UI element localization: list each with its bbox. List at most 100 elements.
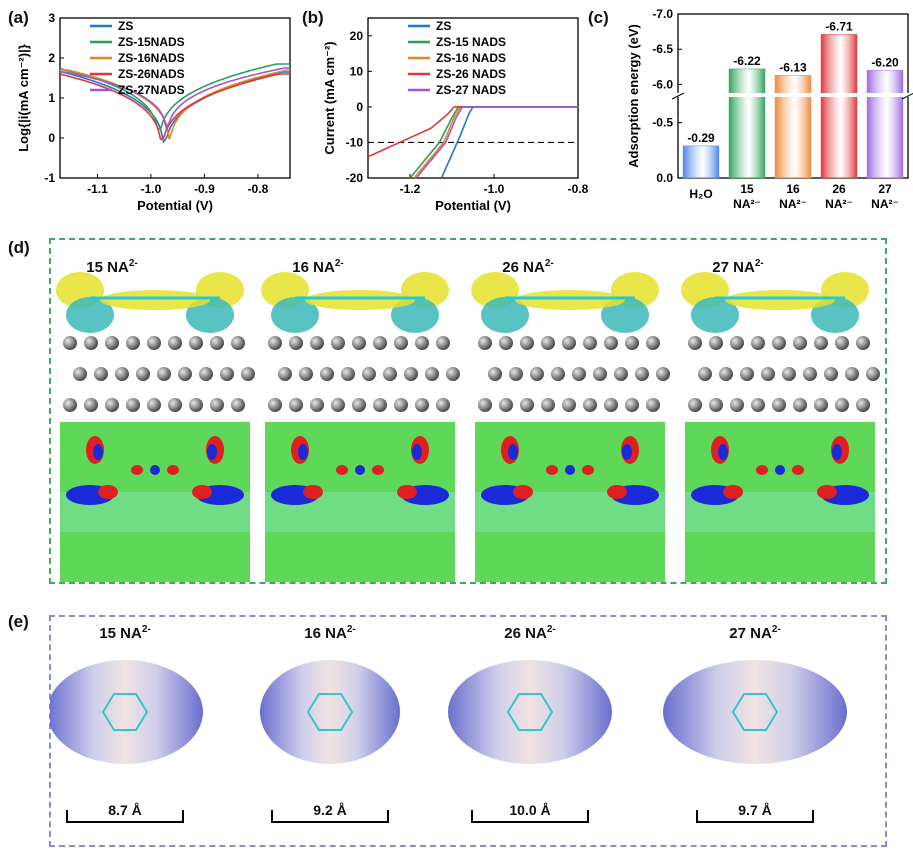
zn-atom bbox=[541, 398, 555, 412]
y-tick-label: 0.0 bbox=[656, 171, 673, 185]
zn-atom bbox=[646, 398, 660, 412]
x-axis-title: Potential (V) bbox=[435, 198, 511, 213]
series-line-zs bbox=[59, 71, 290, 144]
legend-entry: ZS bbox=[436, 19, 451, 33]
zn-atom bbox=[105, 336, 119, 350]
structure-title: 16 NA2- bbox=[248, 258, 388, 276]
zn-atom bbox=[646, 336, 660, 350]
density-spot bbox=[98, 485, 118, 499]
zn-atom bbox=[415, 398, 429, 412]
charge-density-images bbox=[56, 272, 880, 582]
zn-atom bbox=[157, 367, 171, 381]
bar bbox=[682, 145, 720, 179]
zn-atom bbox=[268, 398, 282, 412]
x-tick-label: -0.9 bbox=[194, 182, 215, 196]
zn-atom bbox=[583, 336, 597, 350]
zn-atom bbox=[656, 367, 670, 381]
title-text: 27 NA bbox=[712, 259, 755, 276]
esp-title: 27 NA2- bbox=[685, 624, 825, 642]
zn-atom bbox=[436, 336, 450, 350]
zn-atom bbox=[84, 336, 98, 350]
zn-atom bbox=[189, 336, 203, 350]
zn-atom bbox=[199, 367, 213, 381]
bar-value-label: -6.13 bbox=[779, 60, 807, 74]
zn-atom bbox=[105, 398, 119, 412]
density-spot bbox=[336, 465, 348, 475]
zn-atom bbox=[709, 398, 723, 412]
zn-atom bbox=[168, 398, 182, 412]
bar bbox=[866, 70, 904, 179]
density-spot bbox=[207, 444, 217, 460]
charge-lobe bbox=[725, 290, 835, 310]
density-spot bbox=[756, 465, 768, 475]
y-tick-label: -10 bbox=[346, 135, 364, 149]
charge-lobe bbox=[691, 297, 739, 333]
zn-atom bbox=[782, 367, 796, 381]
zn-atom bbox=[562, 336, 576, 350]
zn-atom bbox=[824, 367, 838, 381]
zn-atom bbox=[562, 398, 576, 412]
zn-atom bbox=[803, 367, 817, 381]
zn-atom bbox=[268, 336, 282, 350]
esp-surface bbox=[260, 660, 400, 764]
density-spot bbox=[298, 444, 308, 460]
charge-lobe bbox=[100, 290, 210, 310]
scale-label: 10.0 Å bbox=[509, 802, 551, 818]
zn-atom bbox=[404, 367, 418, 381]
zn-atom bbox=[604, 398, 618, 412]
benzene-ring bbox=[731, 693, 779, 731]
structure-title: 26 NA2- bbox=[458, 258, 598, 276]
legend-entry: ZS-15 NADS bbox=[436, 35, 506, 49]
bar-value-label: -6.22 bbox=[733, 54, 761, 68]
zn-atom bbox=[814, 398, 828, 412]
zn-atom bbox=[446, 367, 460, 381]
zn-atom bbox=[425, 367, 439, 381]
scale-label: 9.7 Å bbox=[738, 802, 772, 818]
zn-atom bbox=[509, 367, 523, 381]
x-tick-label: -1.2 bbox=[400, 182, 421, 196]
density-spot bbox=[775, 465, 785, 475]
category-label-unit: NA²⁻ bbox=[779, 197, 807, 211]
plot-frame bbox=[367, 17, 579, 179]
title-text: 15 NA bbox=[86, 259, 129, 276]
adsorption-energy-chart: 0.0 -0.5 -6.0 -6.5 -7.0 Adsorption energy (eV… bbox=[626, 7, 913, 211]
zn-atom bbox=[478, 336, 492, 350]
zn-atom bbox=[845, 367, 859, 381]
density-spot bbox=[723, 485, 743, 499]
category-label-unit: NA²⁻ bbox=[733, 197, 761, 211]
zn-atom bbox=[310, 398, 324, 412]
zn-atom bbox=[373, 336, 387, 350]
zn-atom bbox=[210, 336, 224, 350]
zn-atom bbox=[383, 367, 397, 381]
panel-label-d: (d) bbox=[8, 238, 30, 257]
zn-atom bbox=[488, 367, 502, 381]
y-tick-label: 10 bbox=[350, 64, 364, 78]
esp-images bbox=[50, 660, 847, 823]
y-tick-label: -20 bbox=[346, 171, 364, 185]
title-text: 16 NA bbox=[304, 625, 347, 642]
zn-atom bbox=[761, 367, 775, 381]
density-spot bbox=[355, 465, 365, 475]
zn-atom bbox=[688, 398, 702, 412]
zn-atom bbox=[241, 367, 255, 381]
charge-lobe bbox=[305, 290, 415, 310]
zn-atom bbox=[856, 398, 870, 412]
legend-entry: ZS bbox=[118, 19, 133, 33]
charge-lobe bbox=[66, 297, 114, 333]
zn-atom bbox=[147, 398, 161, 412]
category-label: 16 bbox=[786, 182, 800, 196]
title-text: 27 NA bbox=[729, 625, 772, 642]
zn-atom bbox=[331, 336, 345, 350]
density-spot bbox=[792, 465, 804, 475]
zn-atom bbox=[751, 398, 765, 412]
category-label: 27 bbox=[878, 182, 892, 196]
y-tick-label: 2 bbox=[48, 51, 55, 65]
y-tick-label: -1 bbox=[44, 171, 55, 185]
legend-entry: ZS-15NADS bbox=[118, 35, 185, 49]
y-axis-title: Current (mA cm⁻²) bbox=[322, 41, 337, 154]
title-superscript: 2- bbox=[546, 624, 556, 635]
bar bbox=[774, 75, 812, 179]
zn-atom bbox=[688, 336, 702, 350]
zn-atom bbox=[231, 336, 245, 350]
legend-entry: ZS-27NADS bbox=[118, 83, 185, 97]
